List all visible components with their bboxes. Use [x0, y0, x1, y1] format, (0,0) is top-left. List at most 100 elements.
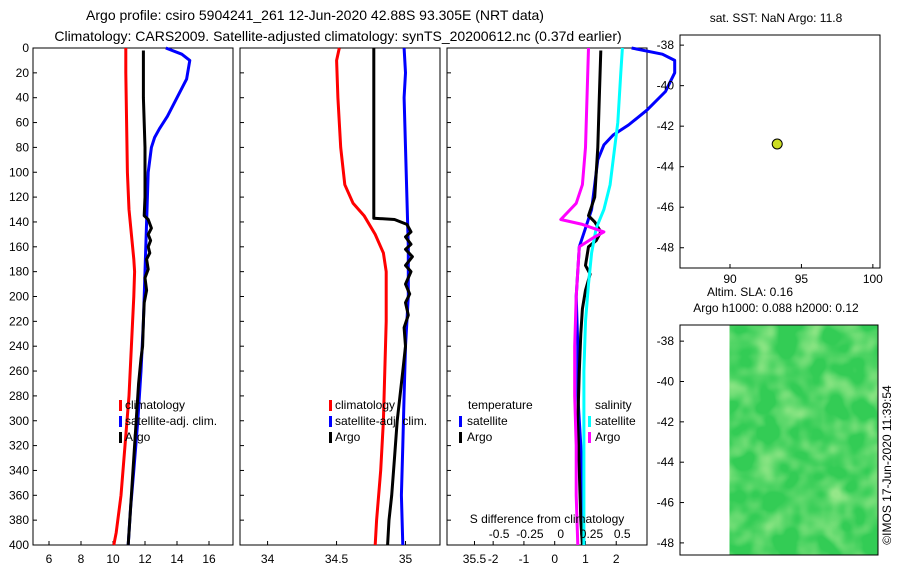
- sal-x-tick-label: 35.5: [463, 552, 487, 566]
- map-lat-label: -42: [657, 119, 675, 133]
- imos-timestamp: ©IMOS 17-Jun-2020 11:39:54: [880, 385, 894, 545]
- legend-swatch-climatology: [329, 400, 332, 411]
- legend-swatch-argo: [119, 432, 122, 443]
- difference-x-axis: -2 -1 0 1 2: [447, 47, 620, 566]
- legend-label-argo: Argo: [335, 430, 361, 444]
- temp-line-argo: [126, 50, 153, 546]
- temperature-panel: 0 20 40 60 80 100 120 140 160 180 200 220 240 260 280 3…: [9, 41, 234, 566]
- altimetry-title-2: Argo h1000: 0.088 h2000: 0.12: [693, 301, 859, 315]
- difference-series: [559, 46, 677, 546]
- diff-x-tick-label: 2: [613, 552, 620, 566]
- map-lon-label: 100: [863, 272, 883, 286]
- depth-axis: 0 20 40 60 80 100 120 140 160 180 200 220 240 260 280 3…: [9, 41, 37, 552]
- salinity-x-axis: 34 34.5 35 35.5: [240, 47, 487, 566]
- depth-tick-label: 380: [9, 513, 29, 527]
- map-lat-label: -46: [657, 200, 675, 214]
- depth-tick-label: 60: [16, 116, 30, 130]
- legend-label-argo: Argo: [125, 430, 151, 444]
- position-map-frame: [679, 34, 881, 269]
- map-lon-label: 95: [795, 272, 809, 286]
- difference-panel: -2 -1 0 1 2 temperature satellite Argo salin…: [446, 46, 677, 566]
- temperature-legend: climatology satellite-adj. clim. Argo: [119, 398, 217, 444]
- sal-x-tick-label: 34.5: [325, 552, 349, 566]
- map-lat-label: -48: [657, 241, 675, 255]
- legend-swatch-satellite: [329, 416, 332, 427]
- alt-lat-label: -42: [657, 415, 675, 429]
- alt-lat-label: -48: [657, 536, 675, 550]
- salinity-panel: 34 34.5 35 35.5 climatology satellite-adj. …: [239, 47, 487, 566]
- temp-x-tick-label: 16: [202, 552, 216, 566]
- map-lon-label: 90: [723, 272, 737, 286]
- salinity-series: [335, 47, 414, 546]
- temp-x-tick-label: 8: [78, 552, 85, 566]
- temp-line-satellite-adj-clim: [126, 46, 192, 546]
- difference-secondary-axis-label: S difference from climatology: [470, 512, 625, 526]
- altimetry-title-1: Altim. SLA: 0.16: [707, 285, 793, 299]
- altimetry-heatmap: [729, 325, 878, 555]
- depth-tick-label: 360: [9, 488, 29, 502]
- secondary-tick-label: 0.5: [614, 527, 631, 541]
- map-lat-label: -44: [657, 160, 675, 174]
- alt-lat-label: -44: [657, 455, 675, 469]
- sal-line-satellite-adj-clim: [399, 47, 410, 546]
- sal-x-tick-label: 34: [261, 552, 275, 566]
- depth-tick-label: 400: [9, 538, 29, 552]
- depth-tick-label: 140: [9, 215, 29, 229]
- depth-tick-label: 280: [9, 389, 29, 403]
- alt-lat-label: -46: [657, 496, 675, 510]
- legend-label-temp-argo: Argo: [467, 430, 493, 444]
- argo-position-marker: [771, 138, 783, 150]
- temp-x-tick-label: 10: [106, 552, 120, 566]
- diff-line-temperature-argo: [576, 50, 603, 546]
- title-line-1: Argo profile: csiro 5904241_261 12-Jun-2…: [86, 7, 544, 23]
- legend-label-temp-satellite: satellite: [467, 414, 508, 428]
- diff-x-tick-label: 1: [582, 552, 589, 566]
- legend-swatch-temp-satellite: [459, 416, 462, 427]
- legend-swatch-argo: [329, 432, 332, 443]
- legend-label-satellite: satellite-adj. clim.: [335, 414, 427, 428]
- altimetry-map-axes: -38 -40 -42 -44 -46 -48: [657, 334, 684, 550]
- secondary-tick-label: 0: [557, 527, 564, 541]
- depth-tick-label: 40: [16, 91, 30, 105]
- legend-label-climatology: climatology: [335, 398, 395, 412]
- legend-title-salinity: salinity: [595, 398, 632, 412]
- position-map-axes: -38 -40 -42 -44 -46 -48 90 95 100: [657, 38, 884, 286]
- diff-line-salinity-satellite: [582, 47, 624, 545]
- depth-tick-label: 200: [9, 290, 29, 304]
- temperature-x-axis: 6 8 10 12 14 16: [46, 541, 216, 566]
- temp-x-tick-label: 12: [138, 552, 152, 566]
- depth-tick-label: 0: [22, 41, 29, 55]
- depth-tick-label: 300: [9, 414, 29, 428]
- legend-label-sal-argo: Argo: [595, 430, 621, 444]
- position-map-panel: sat. SST: NaN Argo: 11.8 -38 -40 -42 -44 -46…: [657, 11, 884, 286]
- diff-x-tick-label: 0: [551, 552, 558, 566]
- altimetry-map-frame: [679, 324, 879, 556]
- sal-line-argo: [372, 48, 414, 546]
- legend-title-temperature: temperature: [468, 398, 533, 412]
- legend-swatch-sal-argo: [588, 432, 591, 443]
- alt-lat-label: -38: [657, 334, 675, 348]
- diff-line-salinity-argo: [559, 47, 606, 546]
- depth-tick-label: 320: [9, 439, 29, 453]
- legend-swatch-satellite: [119, 416, 122, 427]
- salinity-legend: climatology satellite-adj. clim. Argo: [329, 398, 427, 444]
- depth-tick-label: 80: [16, 140, 30, 154]
- depth-tick-label: 180: [9, 265, 29, 279]
- depth-tick-label: 340: [9, 463, 29, 477]
- sal-x-tick-label: 35: [399, 552, 413, 566]
- diff-x-tick-label: -1: [519, 552, 530, 566]
- depth-tick-label: 100: [9, 165, 29, 179]
- difference-legend: temperature satellite Argo salinity sate…: [459, 398, 636, 444]
- secondary-tick-label: 0.25: [580, 527, 604, 541]
- legend-swatch-climatology: [119, 400, 122, 411]
- diff-x-tick-label: -2: [488, 552, 499, 566]
- legend-label-sal-satellite: satellite: [595, 414, 636, 428]
- legend-swatch-sal-satellite: [588, 416, 591, 427]
- position-map-points: [771, 138, 783, 150]
- secondary-tick-label: -0.25: [516, 527, 544, 541]
- depth-tick-label: 240: [9, 339, 29, 353]
- altimetry-map-panel: Altim. SLA: 0.16 Argo h1000: 0.088 h2000…: [657, 285, 879, 556]
- temp-x-tick-label: 14: [170, 552, 184, 566]
- altimetry-field-texture: [729, 325, 878, 555]
